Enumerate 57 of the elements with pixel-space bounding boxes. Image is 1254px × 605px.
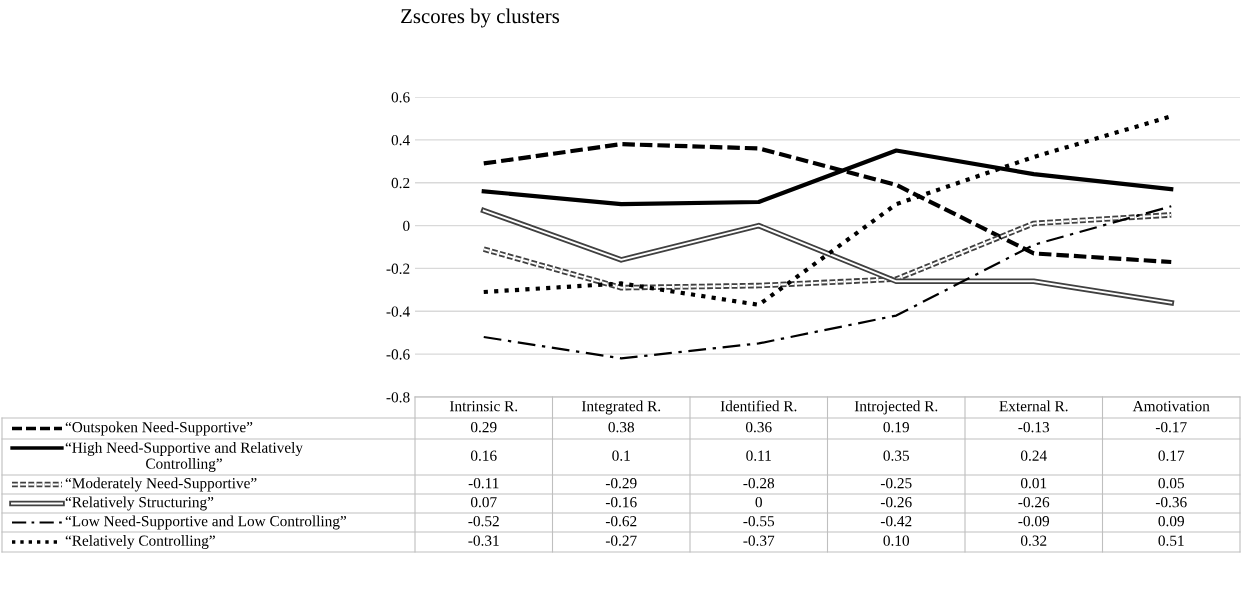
data-label: -0.26: [1018, 497, 1050, 508]
legend-label: “Relatively Structuring”: [65, 496, 214, 511]
data-label: -0.31: [468, 535, 499, 546]
chart-title: Zscores by clusters: [401, 8, 560, 28]
data-label: 0: [755, 497, 762, 508]
data-label: 0.09: [1158, 516, 1184, 527]
y-tick-label: -0.2: [386, 263, 410, 274]
y-tick-label: 0.4: [391, 135, 410, 146]
y-tick-label: -0.8: [386, 392, 410, 403]
data-label: 0.07: [470, 497, 497, 508]
data-label: -0.62: [605, 516, 637, 527]
data-label: 0.10: [883, 535, 910, 546]
x-tick-label: Integrated R.: [581, 400, 661, 415]
data-label: -0.37: [743, 535, 775, 546]
legend-label: “Moderately Need-Supportive”: [65, 477, 257, 492]
data-label: 0.51: [1158, 535, 1184, 546]
x-tick-label: Intrinsic R.: [449, 401, 518, 412]
data-label: -0.55: [743, 516, 775, 527]
data-label: 0.1: [612, 450, 630, 461]
data-label: -0.28: [743, 478, 775, 489]
data-label: -0.42: [880, 516, 912, 527]
data-label: -0.16: [605, 497, 637, 508]
data-label: 0.38: [608, 422, 635, 433]
x-tick-label: Identified R.: [720, 400, 797, 412]
y-tick-label: -0.6: [386, 349, 410, 360]
data-label: 0.19: [883, 422, 909, 433]
data-label: 0.01: [1020, 478, 1047, 489]
data-label: 0.35: [883, 450, 910, 461]
data-label: -0.52: [468, 516, 499, 527]
data-label: 0.16: [470, 450, 497, 461]
data-label: 0.11: [746, 450, 771, 461]
data-label: -0.29: [605, 478, 637, 489]
data-label: -0.11: [468, 478, 499, 489]
data-label: 0.05: [1158, 478, 1185, 489]
y-tick-label: 0.2: [391, 177, 410, 189]
data-label: 0.36: [745, 422, 772, 433]
data-label: 0.17: [1158, 450, 1185, 461]
data-label: -0.17: [1155, 422, 1187, 433]
data-label: -0.27: [605, 535, 637, 546]
data-label: -0.25: [880, 478, 912, 489]
data-label: 0.24: [1020, 450, 1047, 461]
y-tick-label: 0.6: [391, 92, 410, 103]
data-label: -0.09: [1018, 516, 1050, 527]
x-tick-label: Amotivation: [1132, 401, 1210, 412]
y-tick-label: -0.4: [386, 306, 410, 317]
data-label: 0.32: [1020, 535, 1047, 546]
x-tick-label: External R.: [999, 400, 1068, 412]
x-tick-label: Introjected R.: [854, 400, 938, 415]
legend-label: “Outspoken Need-Supportive”: [65, 421, 253, 436]
y-tick-label: 0: [403, 220, 410, 232]
legend-label: “Relatively Controlling”: [65, 535, 215, 549]
data-label: -0.13: [1018, 422, 1050, 433]
legend-label: “High Need-Supportive and Relatively Controlling”: [65, 442, 303, 472]
data-label: 0.29: [470, 422, 497, 433]
data-label: -0.26: [880, 497, 912, 508]
data-label: -0.36: [1155, 497, 1187, 508]
legend-label: “Low Need-Supportive and Low Controlling”: [65, 515, 346, 530]
